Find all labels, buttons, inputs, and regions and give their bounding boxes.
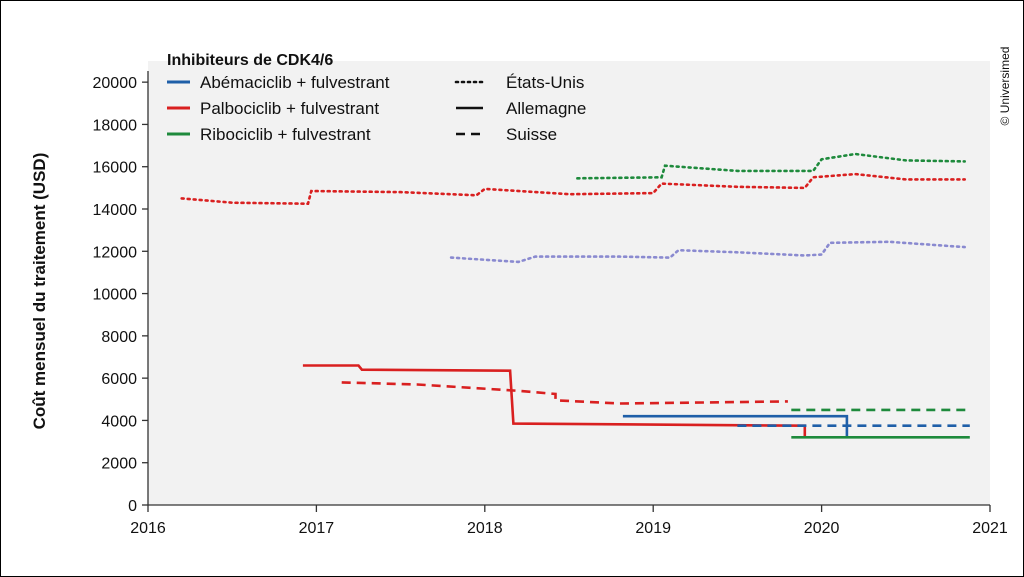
plot-area (148, 61, 990, 505)
series-palbo-ch (341, 381, 788, 405)
y-tick-label: 18000 (93, 117, 138, 134)
series-abema-us (449, 240, 966, 264)
legend-label: Allemagne (506, 99, 586, 118)
x-tick-label: 2019 (635, 520, 671, 537)
y-tick-label: 6000 (101, 371, 137, 388)
legend-label: Ribociclib + fulvestrant (200, 125, 371, 144)
y-tick-label: 12000 (93, 244, 138, 261)
series-palbo-us (180, 172, 966, 206)
y-tick-label: 16000 (93, 160, 138, 177)
legend: Inhibiteurs de CDK4/6 Abémaciclib + fulve… (167, 52, 586, 144)
y-tick-label: 2000 (101, 456, 137, 473)
x-tick-label: 2020 (804, 520, 840, 537)
x-tick-label: 2021 (972, 520, 1008, 537)
y-tick-label: 20000 (93, 75, 138, 92)
legend-label: États-Unis (506, 73, 584, 92)
x-tick-label: 2018 (467, 520, 503, 537)
y-tick-label: 8000 (101, 329, 137, 346)
credit-text: © Universimed (998, 47, 1012, 126)
legend-label: Palbociclib + fulvestrant (200, 99, 379, 118)
legend-label: Suisse (506, 125, 557, 144)
y-tick-label: 0 (128, 498, 137, 515)
series-ribo-us (576, 152, 966, 180)
series-abema-de (622, 414, 849, 438)
y-tick-label: 14000 (93, 202, 138, 219)
legend-title: Inhibiteurs de CDK4/6 (167, 52, 333, 69)
series-layer (180, 152, 970, 439)
y-tick-label: 4000 (101, 413, 137, 430)
axis-layer: 0 2000 4000 6000 8000 10000 12000 14000 16000 180… (93, 71, 1008, 537)
legend-label: Abémaciclib + fulvestrant (200, 73, 390, 92)
y-axis-label: Coût mensuel du traitement (USD) (30, 153, 49, 430)
x-tick-label: 2017 (299, 520, 335, 537)
x-tick-label: 2016 (130, 520, 166, 537)
y-tick-label: 10000 (93, 287, 138, 304)
